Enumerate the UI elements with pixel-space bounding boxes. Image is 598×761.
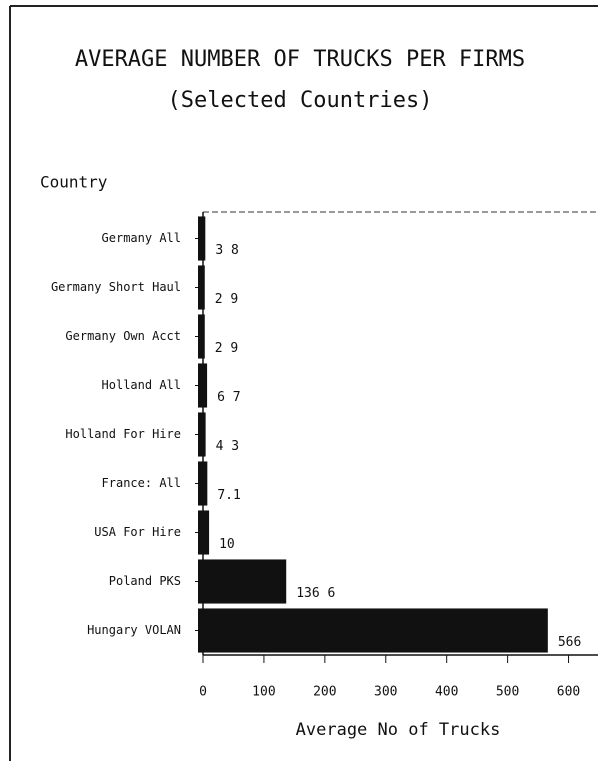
y-tick-label: Poland PKS bbox=[109, 574, 181, 588]
x-axis-label: Average No of Trucks bbox=[296, 720, 501, 740]
x-tick-label: 200 bbox=[313, 685, 336, 700]
value-label: 4 3 bbox=[216, 439, 239, 454]
bar bbox=[198, 265, 205, 310]
y-tick-label: Holland For Hire bbox=[65, 427, 181, 441]
y-tick-label: Germany Own Acct bbox=[65, 329, 181, 343]
bar bbox=[198, 559, 287, 604]
x-tick-label: 400 bbox=[435, 685, 458, 700]
bar bbox=[198, 314, 205, 359]
bar bbox=[198, 461, 208, 506]
value-label: 7.1 bbox=[217, 488, 240, 503]
x-tick-label: 100 bbox=[252, 685, 275, 700]
bar bbox=[198, 510, 210, 555]
x-tick-label: 500 bbox=[496, 685, 519, 700]
value-label: 6 7 bbox=[217, 390, 240, 405]
bar bbox=[198, 608, 548, 653]
value-label: 566 bbox=[558, 635, 581, 650]
y-tick-label: Germany All bbox=[102, 231, 181, 245]
value-label: 136 6 bbox=[296, 586, 335, 601]
value-label: 2 9 bbox=[215, 292, 238, 307]
y-tick-label: France: All bbox=[102, 476, 181, 490]
y-tick-label: Germany Short Haul bbox=[51, 280, 181, 294]
value-label: 2 9 bbox=[215, 341, 238, 356]
bar bbox=[198, 412, 206, 457]
value-label: 3 8 bbox=[215, 243, 238, 258]
y-tick-label: Holland All bbox=[102, 378, 181, 392]
x-tick-label: 0 bbox=[199, 685, 207, 700]
y-tick-label: Hungary VOLAN bbox=[87, 623, 181, 637]
value-label: 10 bbox=[219, 537, 235, 552]
chart-subtitle: (Selected Countries) bbox=[168, 88, 433, 113]
x-tick-label: 600 bbox=[557, 685, 580, 700]
y-tick-label: USA For Hire bbox=[94, 525, 181, 539]
bar bbox=[198, 363, 208, 408]
bar bbox=[198, 216, 206, 261]
y-axis-label: Country bbox=[40, 173, 108, 192]
chart-title: AVERAGE NUMBER OF TRUCKS PER FIRMS bbox=[75, 47, 525, 72]
x-tick-label: 300 bbox=[374, 685, 397, 700]
